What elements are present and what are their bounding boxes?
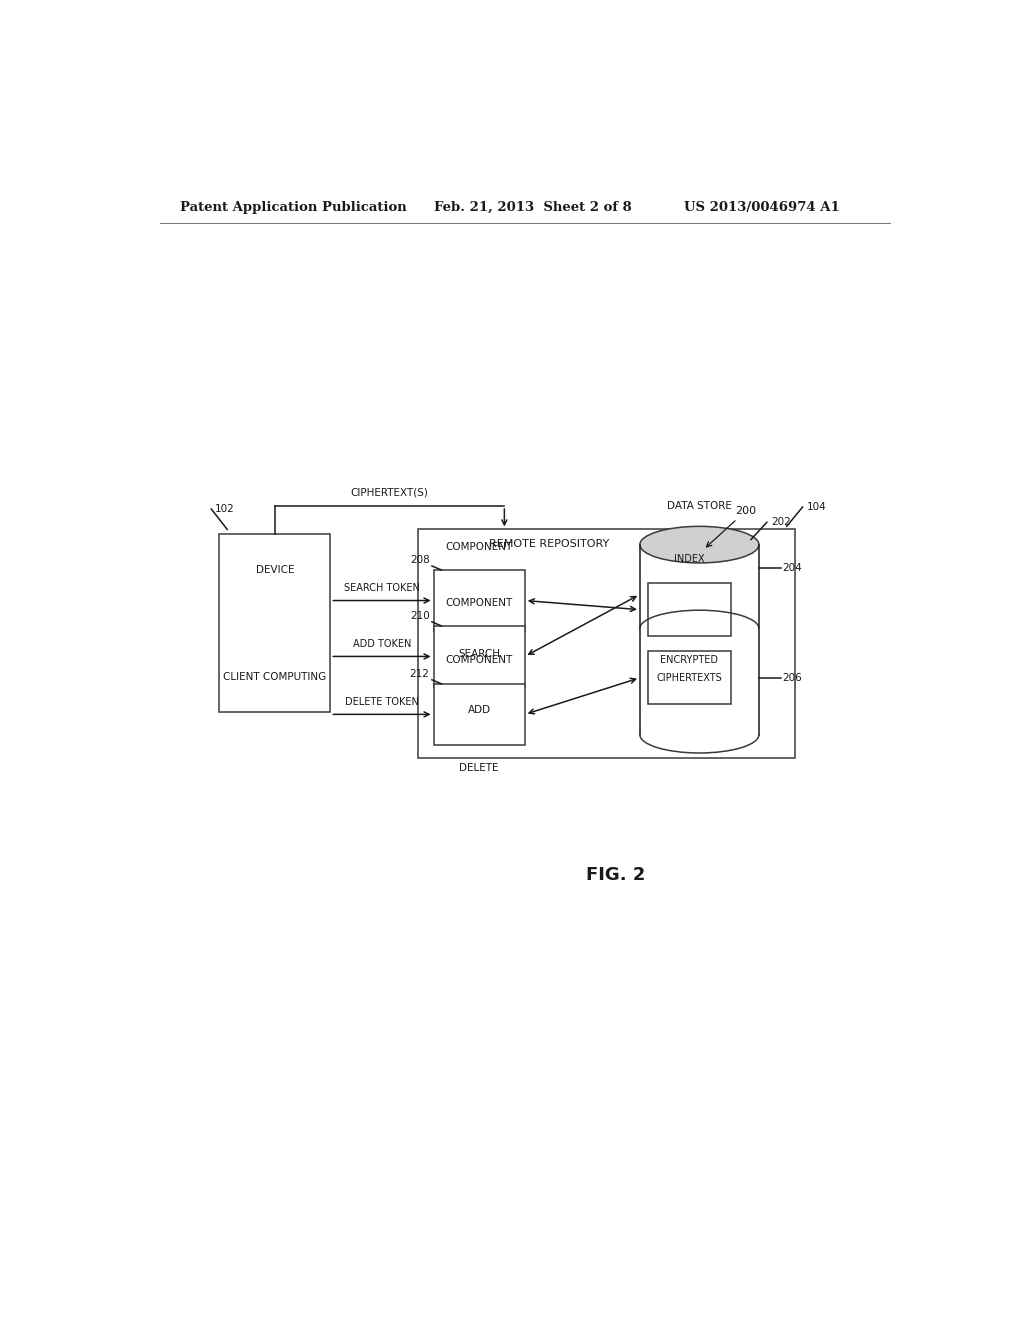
Text: CIPHERTEXTS: CIPHERTEXTS (656, 673, 722, 682)
Text: DELETE TOKEN: DELETE TOKEN (345, 697, 419, 708)
Text: SEARCH TOKEN: SEARCH TOKEN (344, 583, 420, 594)
Text: DEVICE: DEVICE (256, 565, 294, 574)
Text: CLIENT COMPUTING: CLIENT COMPUTING (223, 672, 327, 682)
Text: FIG. 2: FIG. 2 (587, 866, 646, 884)
Text: DATA STORE: DATA STORE (667, 502, 732, 511)
Bar (648, 583, 731, 636)
Text: US 2013/0046974 A1: US 2013/0046974 A1 (684, 201, 840, 214)
Text: Feb. 21, 2013  Sheet 2 of 8: Feb. 21, 2013 Sheet 2 of 8 (433, 201, 631, 214)
Text: COMPONENT: COMPONENT (445, 598, 513, 607)
Text: COMPONENT: COMPONENT (445, 656, 513, 665)
Bar (433, 626, 524, 686)
Bar (648, 651, 731, 704)
Bar (219, 535, 331, 713)
Text: SEARCH: SEARCH (458, 649, 500, 660)
Text: REMOTE REPOSITORY: REMOTE REPOSITORY (489, 539, 609, 549)
Text: CIPHERTEXT(S): CIPHERTEXT(S) (350, 488, 428, 498)
Text: INDEX: INDEX (674, 554, 705, 565)
Text: 208: 208 (410, 554, 430, 565)
Text: 210: 210 (410, 611, 430, 620)
Bar (640, 545, 759, 735)
Text: 104: 104 (807, 502, 826, 512)
Bar (433, 570, 524, 631)
Bar (433, 684, 524, 744)
Text: Patent Application Publication: Patent Application Publication (179, 201, 407, 214)
Text: ENCRYPTED: ENCRYPTED (660, 655, 719, 665)
Bar (418, 529, 795, 758)
Text: 212: 212 (410, 669, 430, 678)
Ellipse shape (640, 527, 759, 562)
Text: ADD: ADD (468, 705, 490, 715)
Text: COMPONENT: COMPONENT (445, 541, 513, 552)
Text: 206: 206 (782, 673, 803, 682)
Text: ADD TOKEN: ADD TOKEN (352, 639, 412, 649)
Text: 204: 204 (782, 564, 803, 573)
Text: DELETE: DELETE (460, 763, 499, 774)
Text: 102: 102 (215, 504, 236, 513)
Text: 200: 200 (707, 506, 757, 546)
Text: 202: 202 (771, 517, 791, 527)
